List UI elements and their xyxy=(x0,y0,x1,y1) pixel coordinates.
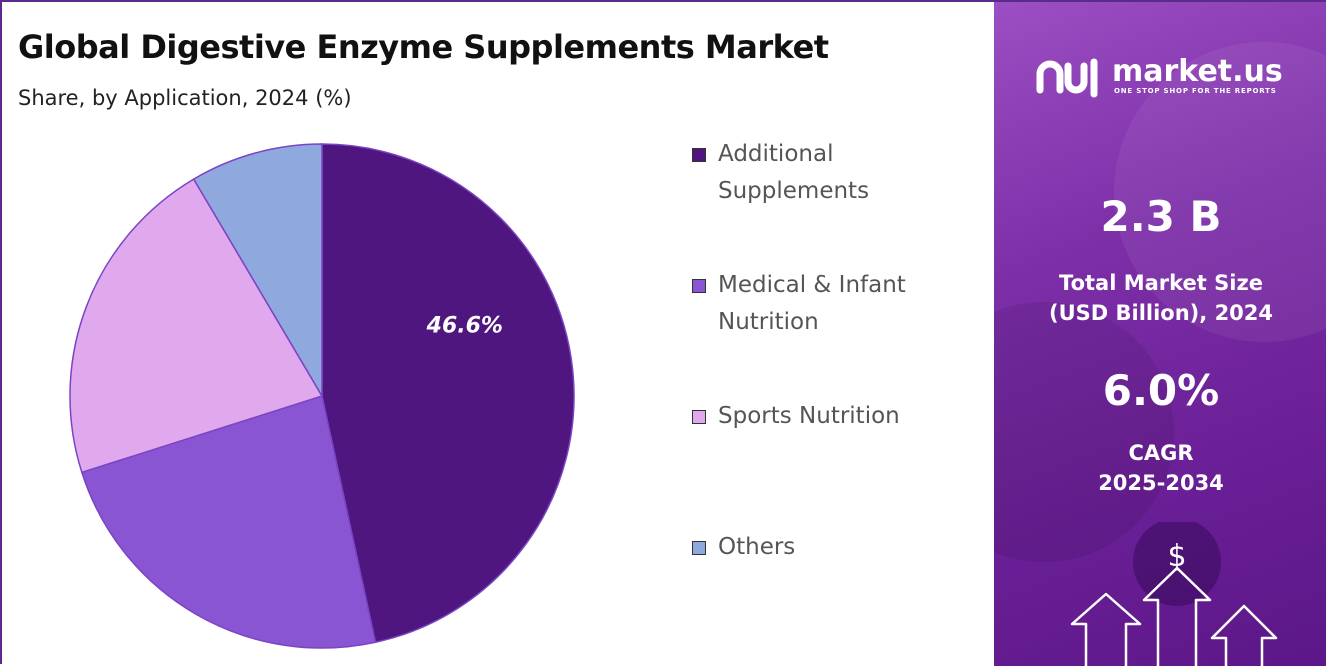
pie-chart: 46.6% xyxy=(69,143,575,649)
dollar-icon: $ xyxy=(1167,539,1186,574)
panel-divider xyxy=(990,2,994,666)
legend-label: Additional Supplements xyxy=(718,141,870,204)
market-size-label-line1: Total Market Size xyxy=(1059,271,1263,295)
cagr-label-line2: 2025-2034 xyxy=(1098,471,1224,495)
pie-slice-additional-supplements xyxy=(321,143,575,644)
chart-title: Global Digestive Enzyme Supplements Mark… xyxy=(18,28,829,66)
legend-swatch xyxy=(692,541,706,555)
market-size-value: 2.3 B xyxy=(1100,192,1222,241)
pie-data-label: 46.6% xyxy=(426,314,503,339)
market-size-label-line2: (USD Billion), 2024 xyxy=(1048,301,1274,325)
brand-tagline: ONE STOP SHOP FOR THE REPORTS xyxy=(1114,87,1277,95)
pie-slice-medical-infant-nutrition xyxy=(80,395,377,649)
legend-swatch xyxy=(692,279,706,293)
legend-label: Others xyxy=(718,534,796,560)
legend-swatch xyxy=(692,148,706,162)
market-us-logo-icon xyxy=(1036,58,1098,98)
legend-label: Medical & Infant Nutrition xyxy=(718,272,906,335)
brand-logo: market.us ONE STOP SHOP FOR THE REPORTS xyxy=(1034,52,1314,102)
legend-swatch xyxy=(692,410,706,424)
brand-name: market.us xyxy=(1112,54,1283,89)
stats-panel: market.us ONE STOP SHOP FOR THE REPORTS … xyxy=(994,2,1326,666)
cagr-value: 6.0% xyxy=(1102,366,1220,415)
chart-panel: Global Digestive Enzyme Supplements Mark… xyxy=(2,2,990,666)
pie-slice-others xyxy=(192,143,323,399)
growth-arrow-icon: $ xyxy=(1070,522,1278,666)
cagr-label-line1: CAGR xyxy=(1128,441,1194,465)
legend-label: Sports Nutrition xyxy=(718,403,900,429)
chart-subtitle: Share, by Application, 2024 (%) xyxy=(18,86,352,110)
pie-slice-sports-nutrition xyxy=(69,178,324,474)
